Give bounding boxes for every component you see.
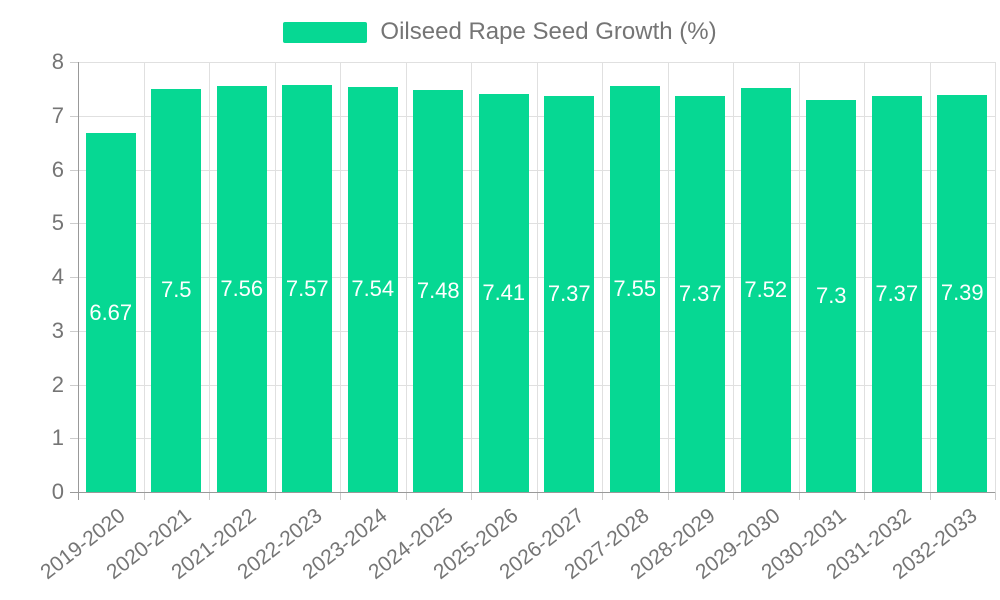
bar-value-label: 7.56 — [220, 275, 264, 301]
x-gridline — [667, 62, 669, 492]
x-axis-tick — [798, 492, 800, 500]
bar-value-label: 7.37 — [875, 280, 919, 306]
y-axis-line — [78, 62, 79, 500]
legend-label: Oilseed Rape Seed Growth (%) — [380, 18, 717, 45]
x-axis-tick — [143, 492, 145, 500]
y-axis-tick-label: 6 — [51, 156, 64, 182]
y-axis-tick — [70, 384, 78, 386]
y-axis-tick-label: 3 — [51, 317, 64, 343]
bar-value-label: 7.3 — [815, 282, 847, 308]
x-gridline — [209, 62, 210, 492]
bar — [609, 86, 660, 492]
y-axis-tick-label: 7 — [51, 102, 64, 128]
y-axis-tick — [70, 223, 78, 225]
y-axis-tick-label: 8 — [51, 49, 64, 74]
bar-value-label: 7.41 — [482, 279, 526, 305]
y-axis-tick — [70, 169, 78, 171]
x-gridline — [929, 62, 931, 492]
bar-value-label: 7.37 — [678, 280, 722, 306]
x-axis-tick — [471, 492, 472, 500]
bar — [282, 85, 333, 492]
x-axis-tick — [536, 492, 538, 500]
y-axis-tick — [70, 115, 78, 117]
bar-value-label: 6.67 — [89, 299, 133, 325]
x-gridline — [798, 62, 800, 492]
bar — [347, 86, 398, 492]
bar — [413, 89, 464, 492]
x-axis-tick — [995, 492, 996, 500]
bar-value-label: 7.57 — [285, 275, 329, 301]
bar — [216, 85, 267, 492]
x-axis-tick — [340, 492, 341, 500]
x-axis-tick — [405, 492, 407, 500]
y-axis-tick — [70, 277, 78, 278]
bar-value-label: 7.54 — [351, 276, 395, 302]
bar — [478, 93, 529, 492]
bar-value-label: 7.39 — [940, 280, 984, 306]
x-gridline — [274, 62, 276, 492]
x-axis-tick — [864, 492, 865, 500]
x-axis-tick — [602, 492, 603, 500]
bar-value-label: 7.37 — [547, 280, 591, 306]
x-gridline — [536, 62, 538, 492]
x-gridline — [864, 62, 865, 492]
x-gridline — [602, 62, 603, 492]
x-axis-tick — [209, 492, 210, 500]
x-gridline — [143, 62, 145, 492]
legend[interactable]: Oilseed Rape Seed Growth (%) — [0, 18, 1000, 46]
x-axis-tick — [274, 492, 276, 500]
x-gridline — [733, 62, 734, 492]
bar — [85, 133, 136, 492]
y-axis-tick-label: 2 — [51, 371, 64, 397]
bar — [937, 94, 988, 492]
bar — [806, 99, 857, 492]
x-axis-tick — [929, 492, 931, 500]
bar — [740, 87, 791, 492]
x-axis-line — [70, 492, 995, 493]
x-axis-tick — [667, 492, 669, 500]
y-axis-tick-label: 0 — [51, 479, 64, 504]
x-gridline — [471, 62, 472, 492]
x-gridline — [340, 62, 341, 492]
bar — [675, 95, 726, 492]
x-gridline — [405, 62, 407, 492]
legend-swatch — [283, 21, 368, 43]
y-axis-tick — [70, 330, 78, 332]
y-axis-tick-label: 1 — [51, 425, 64, 451]
y-axis-tick-label: 5 — [51, 210, 64, 236]
y-axis-tick — [70, 438, 78, 440]
bar — [871, 95, 922, 492]
bar-value-label: 7.48 — [416, 277, 460, 303]
bar — [544, 95, 595, 492]
bar-value-label: 7.5 — [160, 277, 192, 303]
y-axis-tick — [70, 62, 78, 63]
bar-value-label: 7.55 — [613, 276, 657, 302]
bar-value-label: 7.52 — [744, 276, 788, 302]
x-gridline — [995, 62, 996, 492]
y-axis-tick-label: 4 — [51, 264, 64, 289]
x-axis-tick — [733, 492, 734, 500]
bar — [151, 88, 202, 492]
